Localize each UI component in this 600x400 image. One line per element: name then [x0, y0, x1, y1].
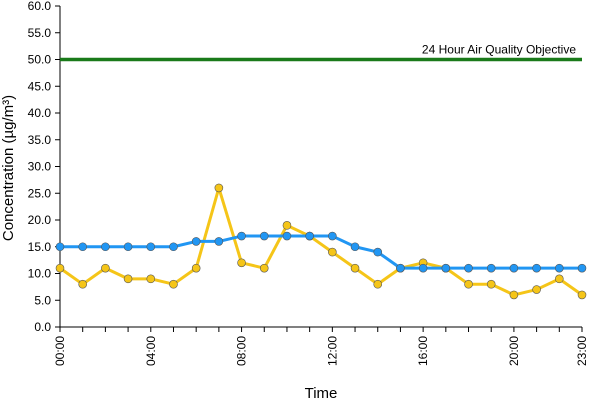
data-point	[259, 263, 269, 273]
data-point	[328, 247, 337, 257]
data-point	[464, 279, 473, 289]
data-point	[237, 258, 246, 268]
y-tick-label: 60.0	[28, 0, 52, 13]
data-point	[577, 290, 587, 300]
reference-line-label: 24 Hour Air Quality Objective	[422, 43, 576, 57]
data-point	[555, 263, 564, 273]
x-tick-label: 04:00	[144, 336, 158, 366]
x-axis-ticks: 00:00 04:00 08:00 12:00 16:00 20:00 23:00	[53, 327, 589, 366]
data-point	[441, 263, 451, 273]
data-point	[418, 263, 428, 273]
series-group	[55, 183, 587, 300]
y-tick-label: 40.0	[28, 106, 52, 120]
data-point	[146, 242, 156, 252]
data-point	[509, 263, 519, 273]
data-point	[55, 263, 65, 273]
data-point	[214, 237, 224, 246]
data-point	[373, 279, 383, 289]
x-tick-label: 20:00	[507, 336, 521, 366]
x-tick-label: 08:00	[235, 336, 249, 366]
data-point	[169, 279, 178, 289]
y-axis-title: Concentration (µg/m³)	[0, 95, 17, 241]
y-tick-label: 50.0	[28, 53, 52, 67]
data-point	[191, 263, 201, 273]
data-point	[577, 263, 587, 273]
data-point	[555, 274, 564, 284]
x-tick-label: 12:00	[325, 336, 339, 366]
y-tick-label: 0.0	[34, 320, 51, 334]
reference-line-group: 24 Hour Air Quality Objective	[60, 43, 582, 62]
x-tick-label: 00:00	[53, 336, 67, 366]
y-tick-label: 25.0	[28, 186, 52, 200]
data-point	[464, 263, 473, 273]
data-point	[237, 231, 246, 241]
y-tick-label: 30.0	[28, 160, 52, 174]
y-tick-label: 45.0	[28, 79, 52, 93]
data-point	[78, 242, 87, 252]
series-0	[55, 231, 587, 273]
y-tick-label: 5.0	[34, 293, 51, 307]
data-point	[123, 274, 133, 284]
y-tick-label: 55.0	[28, 26, 52, 40]
series-1	[55, 183, 587, 300]
data-point	[396, 263, 405, 273]
x-tick-label: 23:00	[575, 336, 589, 366]
data-point	[78, 279, 87, 289]
data-point	[282, 231, 292, 241]
data-point	[101, 263, 110, 273]
series-line	[59, 186, 583, 297]
y-axis-ticks: 0.0 5.0 10.0 15.0 20.0 25.0 30.0 35.0 40.0 45.0 50…	[28, 0, 60, 334]
data-point	[101, 242, 110, 252]
y-tick-label: 15.0	[28, 240, 52, 254]
y-tick-label: 35.0	[28, 133, 52, 147]
data-point	[169, 242, 178, 252]
data-point	[259, 231, 269, 241]
data-point	[123, 242, 133, 252]
x-axis-title: Time	[305, 385, 338, 400]
x-tick-label: 16:00	[416, 336, 430, 366]
data-point	[486, 279, 496, 289]
data-point	[486, 263, 496, 273]
y-tick-label: 20.0	[28, 213, 52, 227]
data-point	[191, 237, 201, 246]
data-point	[532, 263, 541, 273]
data-point	[328, 231, 337, 241]
data-point	[350, 263, 360, 273]
y-tick-label: 10.0	[28, 267, 52, 281]
data-point	[350, 242, 360, 252]
data-point	[55, 242, 65, 252]
data-point	[532, 285, 541, 294]
series-line	[60, 234, 582, 270]
data-point	[146, 274, 156, 284]
data-point	[373, 247, 383, 257]
data-point	[509, 290, 519, 300]
data-point	[282, 221, 292, 230]
data-point	[214, 183, 224, 193]
data-point	[305, 231, 314, 241]
